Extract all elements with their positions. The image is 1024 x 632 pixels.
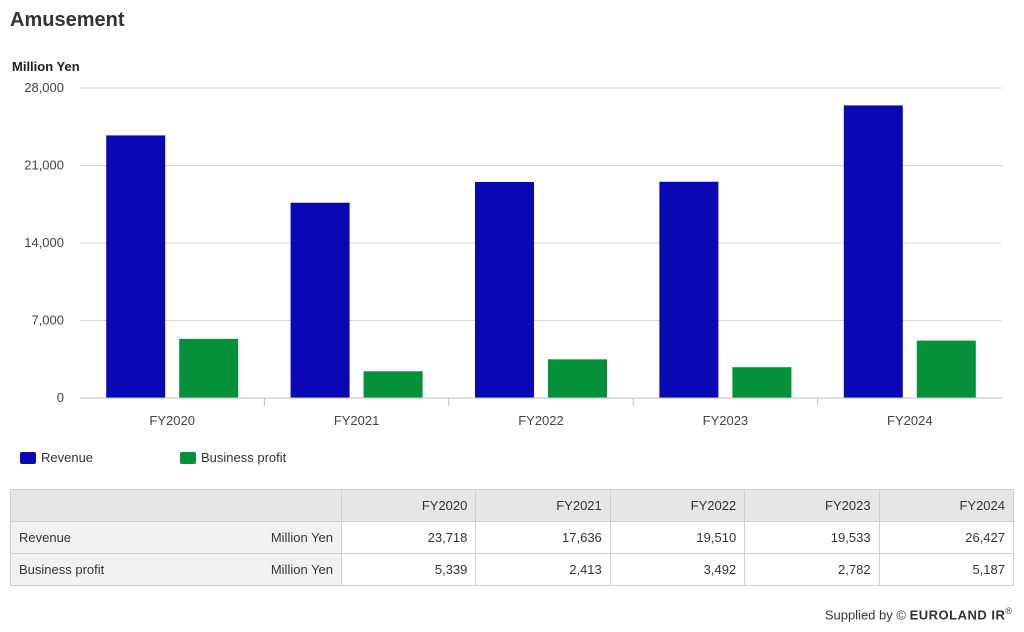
table-cell: 23,718 (340, 521, 477, 554)
legend-label-revenue: Revenue (41, 450, 94, 465)
x-tick-label: FY2023 (703, 413, 749, 428)
table-header-fy2020: FY2020 (340, 489, 477, 522)
bar-revenue-fy2020[interactable] (106, 135, 166, 399)
y-tick-labels: 0 7,000 14,000 21,000 28,000 (24, 80, 64, 405)
x-tick-label: FY2022 (518, 413, 564, 428)
legend-swatch-revenue (20, 451, 36, 464)
x-tick-label: FY2021 (334, 413, 380, 428)
table-cell: 3,492 (609, 553, 746, 586)
data-table: FY2020 FY2021 FY2022 FY2023 FY2024 Reven… (10, 489, 1015, 586)
table-cell: 5,339 (340, 553, 477, 586)
y-tick-label: 0 (57, 390, 64, 405)
bar-business-profit-fy2023[interactable] (732, 367, 792, 398)
row-name: Business profit (19, 562, 105, 577)
legend-item-revenue[interactable]: Revenue (20, 450, 93, 465)
table-cell: 19,533 (744, 521, 880, 554)
table-row-label: Revenue Million Yen (10, 521, 342, 554)
x-tick-label: FY2020 (149, 413, 195, 428)
table-header-fy2022: FY2022 (609, 489, 746, 522)
table-header-blank (10, 489, 342, 522)
table-cell: 2,413 (475, 553, 611, 586)
supplied-by: Supplied by © EUROLAND IR® (825, 606, 1012, 622)
table-header-fy2023: FY2023 (744, 489, 880, 522)
bar-revenue-fy2024[interactable] (843, 105, 903, 399)
table-cell: 19,510 (609, 521, 746, 554)
table-cell: 2,782 (744, 553, 880, 586)
legend-label-business-profit: Business profit (201, 450, 287, 465)
supplied-by-prefix: Supplied by © (824, 607, 906, 623)
row-name: Revenue (19, 530, 72, 545)
table-row-label: Business profit Million Yen (10, 553, 342, 586)
y-tick-label: 14,000 (24, 235, 64, 250)
x-axis: FY2020 FY2021 FY2022 FY2023 FY2024 (80, 397, 1002, 428)
legend-swatch-business-profit (180, 451, 196, 464)
table-row-business-profit: Business profit Million Yen 5,339 2,413 … (10, 553, 1015, 586)
bars (106, 105, 976, 399)
table-cell: 17,636 (475, 521, 611, 554)
table-header-fy2021: FY2021 (475, 489, 611, 522)
y-axis-label: Million Yen (12, 59, 80, 74)
table-cell: 26,427 (878, 521, 1015, 554)
bar-revenue-fy2021[interactable] (290, 202, 350, 398)
registered-mark: ® (1005, 606, 1012, 616)
bar-business-profit-fy2020[interactable] (179, 338, 239, 398)
y-tick-label: 21,000 (24, 158, 64, 173)
legend-item-business-profit[interactable]: Business profit (180, 450, 286, 465)
bar-business-profit-fy2022[interactable] (548, 359, 607, 398)
bar-business-profit-fy2024[interactable] (916, 340, 976, 398)
bar-revenue-fy2022[interactable] (475, 181, 534, 398)
y-tick-label: 28,000 (24, 80, 64, 95)
bar-revenue-fy2023[interactable] (659, 181, 719, 398)
chart-title: Amusement (10, 9, 125, 31)
bar-business-profit-fy2021[interactable] (363, 371, 423, 398)
table-header-fy2024: FY2024 (878, 489, 1015, 522)
row-unit: Million Yen (270, 562, 333, 577)
x-tick-label: FY2024 (887, 413, 933, 428)
euroland-logo[interactable]: EUROLAND IR (909, 607, 1006, 623)
table-row-revenue: Revenue Million Yen 23,718 17,636 19,510… (10, 521, 1015, 554)
row-unit: Million Yen (270, 530, 333, 545)
table-cell: 5,187 (878, 553, 1015, 586)
table-header-row: FY2020 FY2021 FY2022 FY2023 FY2024 (10, 489, 1015, 522)
y-tick-label: 7,000 (31, 313, 64, 328)
